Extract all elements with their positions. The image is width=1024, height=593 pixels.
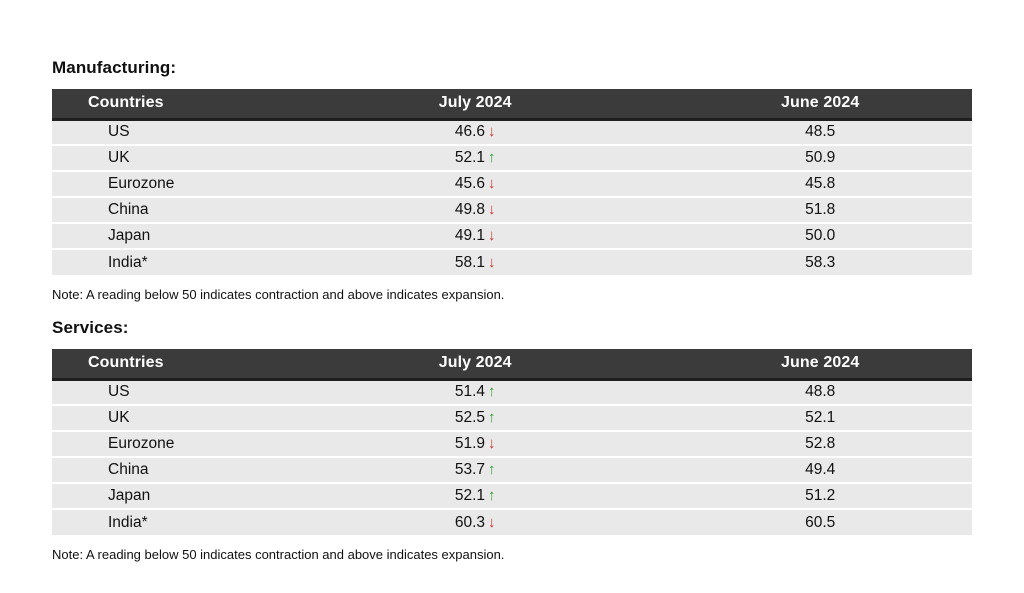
country-cell: UK [52, 404, 282, 431]
trend-up-icon: ↑ [488, 487, 496, 504]
table-row: US 46.6 ↓ 48.5 [52, 119, 972, 145]
trend-down-icon: ↓ [488, 227, 496, 244]
june-value-cell: 52.8 [668, 430, 972, 457]
country-cell: Eurozone [52, 430, 282, 457]
country-cell: Eurozone [52, 170, 282, 197]
table-row: Japan 49.1 ↓ 50.0 [52, 222, 972, 249]
july-value: 45.6 [454, 175, 486, 192]
services-table: Countries July 2024 June 2024 US 51.4 ↑ 48.… [52, 349, 972, 535]
trend-down-icon: ↓ [488, 123, 496, 141]
trend-down-icon: ↓ [488, 513, 496, 531]
july-value-cell: 46.6 ↓ [282, 119, 669, 145]
column-header-countries: Countries [52, 89, 282, 121]
june-value-cell: 48.5 [668, 119, 972, 145]
country-cell: Japan [52, 222, 282, 249]
country-cell: US [52, 119, 282, 145]
column-header-june-2024: June 2024 [668, 349, 972, 381]
july-value-cell: 52.5 ↑ [282, 404, 669, 431]
manufacturing-section: Manufacturing: Countries July 2024 June … [52, 58, 972, 303]
june-value-cell: 50.0 [668, 222, 972, 249]
column-header-july-2024: July 2024 [282, 349, 669, 381]
country-cell: China [52, 456, 282, 483]
july-value-cell: 58.1 ↓ [282, 248, 669, 275]
july-value: 51.9 [454, 435, 486, 452]
june-value-cell: 49.4 [668, 456, 972, 483]
column-header-june-2024: June 2024 [668, 89, 972, 121]
column-header-july-2024: July 2024 [282, 89, 669, 121]
country-cell: India* [52, 508, 282, 535]
country-cell: China [52, 196, 282, 223]
table-row: UK 52.5 ↑ 52.1 [52, 404, 972, 431]
trend-up-icon: ↑ [488, 383, 496, 401]
july-value: 60.3 [454, 513, 486, 531]
trend-up-icon: ↑ [488, 461, 496, 478]
manufacturing-table-header: Countries July 2024 June 2024 [52, 89, 972, 121]
country-cell: US [52, 379, 282, 405]
table-row: UK 52.1 ↑ 50.9 [52, 144, 972, 171]
manufacturing-note: Note: A reading below 50 indicates contr… [52, 287, 505, 302]
table-row: US 51.4 ↑ 48.8 [52, 379, 972, 405]
section-title-services: Services: [52, 318, 129, 337]
july-value-cell: 60.3 ↓ [282, 508, 669, 535]
june-value-cell: 51.8 [668, 196, 972, 223]
table-row: Japan 52.1 ↑ 51.2 [52, 482, 972, 509]
services-table-header: Countries July 2024 June 2024 [52, 349, 972, 381]
june-value-cell: 50.9 [668, 144, 972, 171]
column-header-countries: Countries [52, 349, 282, 381]
table-row: India* 60.3 ↓ 60.5 [52, 508, 972, 535]
july-value-cell: 45.6 ↓ [282, 170, 669, 197]
trend-down-icon: ↓ [488, 253, 496, 271]
header-row: Countries July 2024 June 2024 [52, 349, 972, 381]
july-value: 52.5 [454, 409, 486, 426]
trend-up-icon: ↑ [488, 409, 496, 426]
july-value-cell: 53.7 ↑ [282, 456, 669, 483]
july-value: 53.7 [454, 461, 486, 478]
trend-down-icon: ↓ [488, 201, 496, 218]
header-row: Countries July 2024 June 2024 [52, 89, 972, 121]
manufacturing-table-body: US 46.6 ↓ 48.5 UK 52.1 ↑ 50.9 Eurozone 45.6 ↓ 45.8 C… [52, 119, 972, 275]
july-value: 58.1 [454, 253, 486, 271]
july-value: 52.1 [454, 487, 486, 504]
country-cell: India* [52, 248, 282, 275]
services-section: Services: Countries July 2024 June 2024 … [52, 318, 972, 563]
trend-down-icon: ↓ [488, 175, 496, 192]
table-row: Eurozone 51.9 ↓ 52.8 [52, 430, 972, 457]
july-value: 52.1 [454, 149, 486, 166]
july-value: 46.6 [454, 123, 486, 141]
july-value-cell: 51.9 ↓ [282, 430, 669, 457]
services-table-body: US 51.4 ↑ 48.8 UK 52.5 ↑ 52.1 Eurozone 51.9 ↓ 52.8 C… [52, 379, 972, 535]
july-value-cell: 49.8 ↓ [282, 196, 669, 223]
july-value: 49.1 [454, 227, 486, 244]
july-value-cell: 52.1 ↑ [282, 482, 669, 509]
june-value-cell: 48.8 [668, 379, 972, 405]
july-value: 49.8 [454, 201, 486, 218]
country-cell: UK [52, 144, 282, 171]
table-row: China 49.8 ↓ 51.8 [52, 196, 972, 223]
june-value-cell: 51.2 [668, 482, 972, 509]
july-value-cell: 49.1 ↓ [282, 222, 669, 249]
july-value-cell: 51.4 ↑ [282, 379, 669, 405]
june-value-cell: 60.5 [668, 508, 972, 535]
june-value-cell: 58.3 [668, 248, 972, 275]
june-value-cell: 52.1 [668, 404, 972, 431]
section-title-manufacturing: Manufacturing: [52, 58, 177, 77]
july-value-cell: 52.1 ↑ [282, 144, 669, 171]
june-value-cell: 45.8 [668, 170, 972, 197]
services-note: Note: A reading below 50 indicates contr… [52, 547, 505, 562]
trend-down-icon: ↓ [488, 435, 496, 452]
table-row: China 53.7 ↑ 49.4 [52, 456, 972, 483]
july-value: 51.4 [454, 383, 486, 401]
table-row: Eurozone 45.6 ↓ 45.8 [52, 170, 972, 197]
manufacturing-table: Countries July 2024 June 2024 US 46.6 ↓ 48.… [52, 89, 972, 275]
table-row: India* 58.1 ↓ 58.3 [52, 248, 972, 275]
trend-up-icon: ↑ [488, 149, 496, 166]
country-cell: Japan [52, 482, 282, 509]
